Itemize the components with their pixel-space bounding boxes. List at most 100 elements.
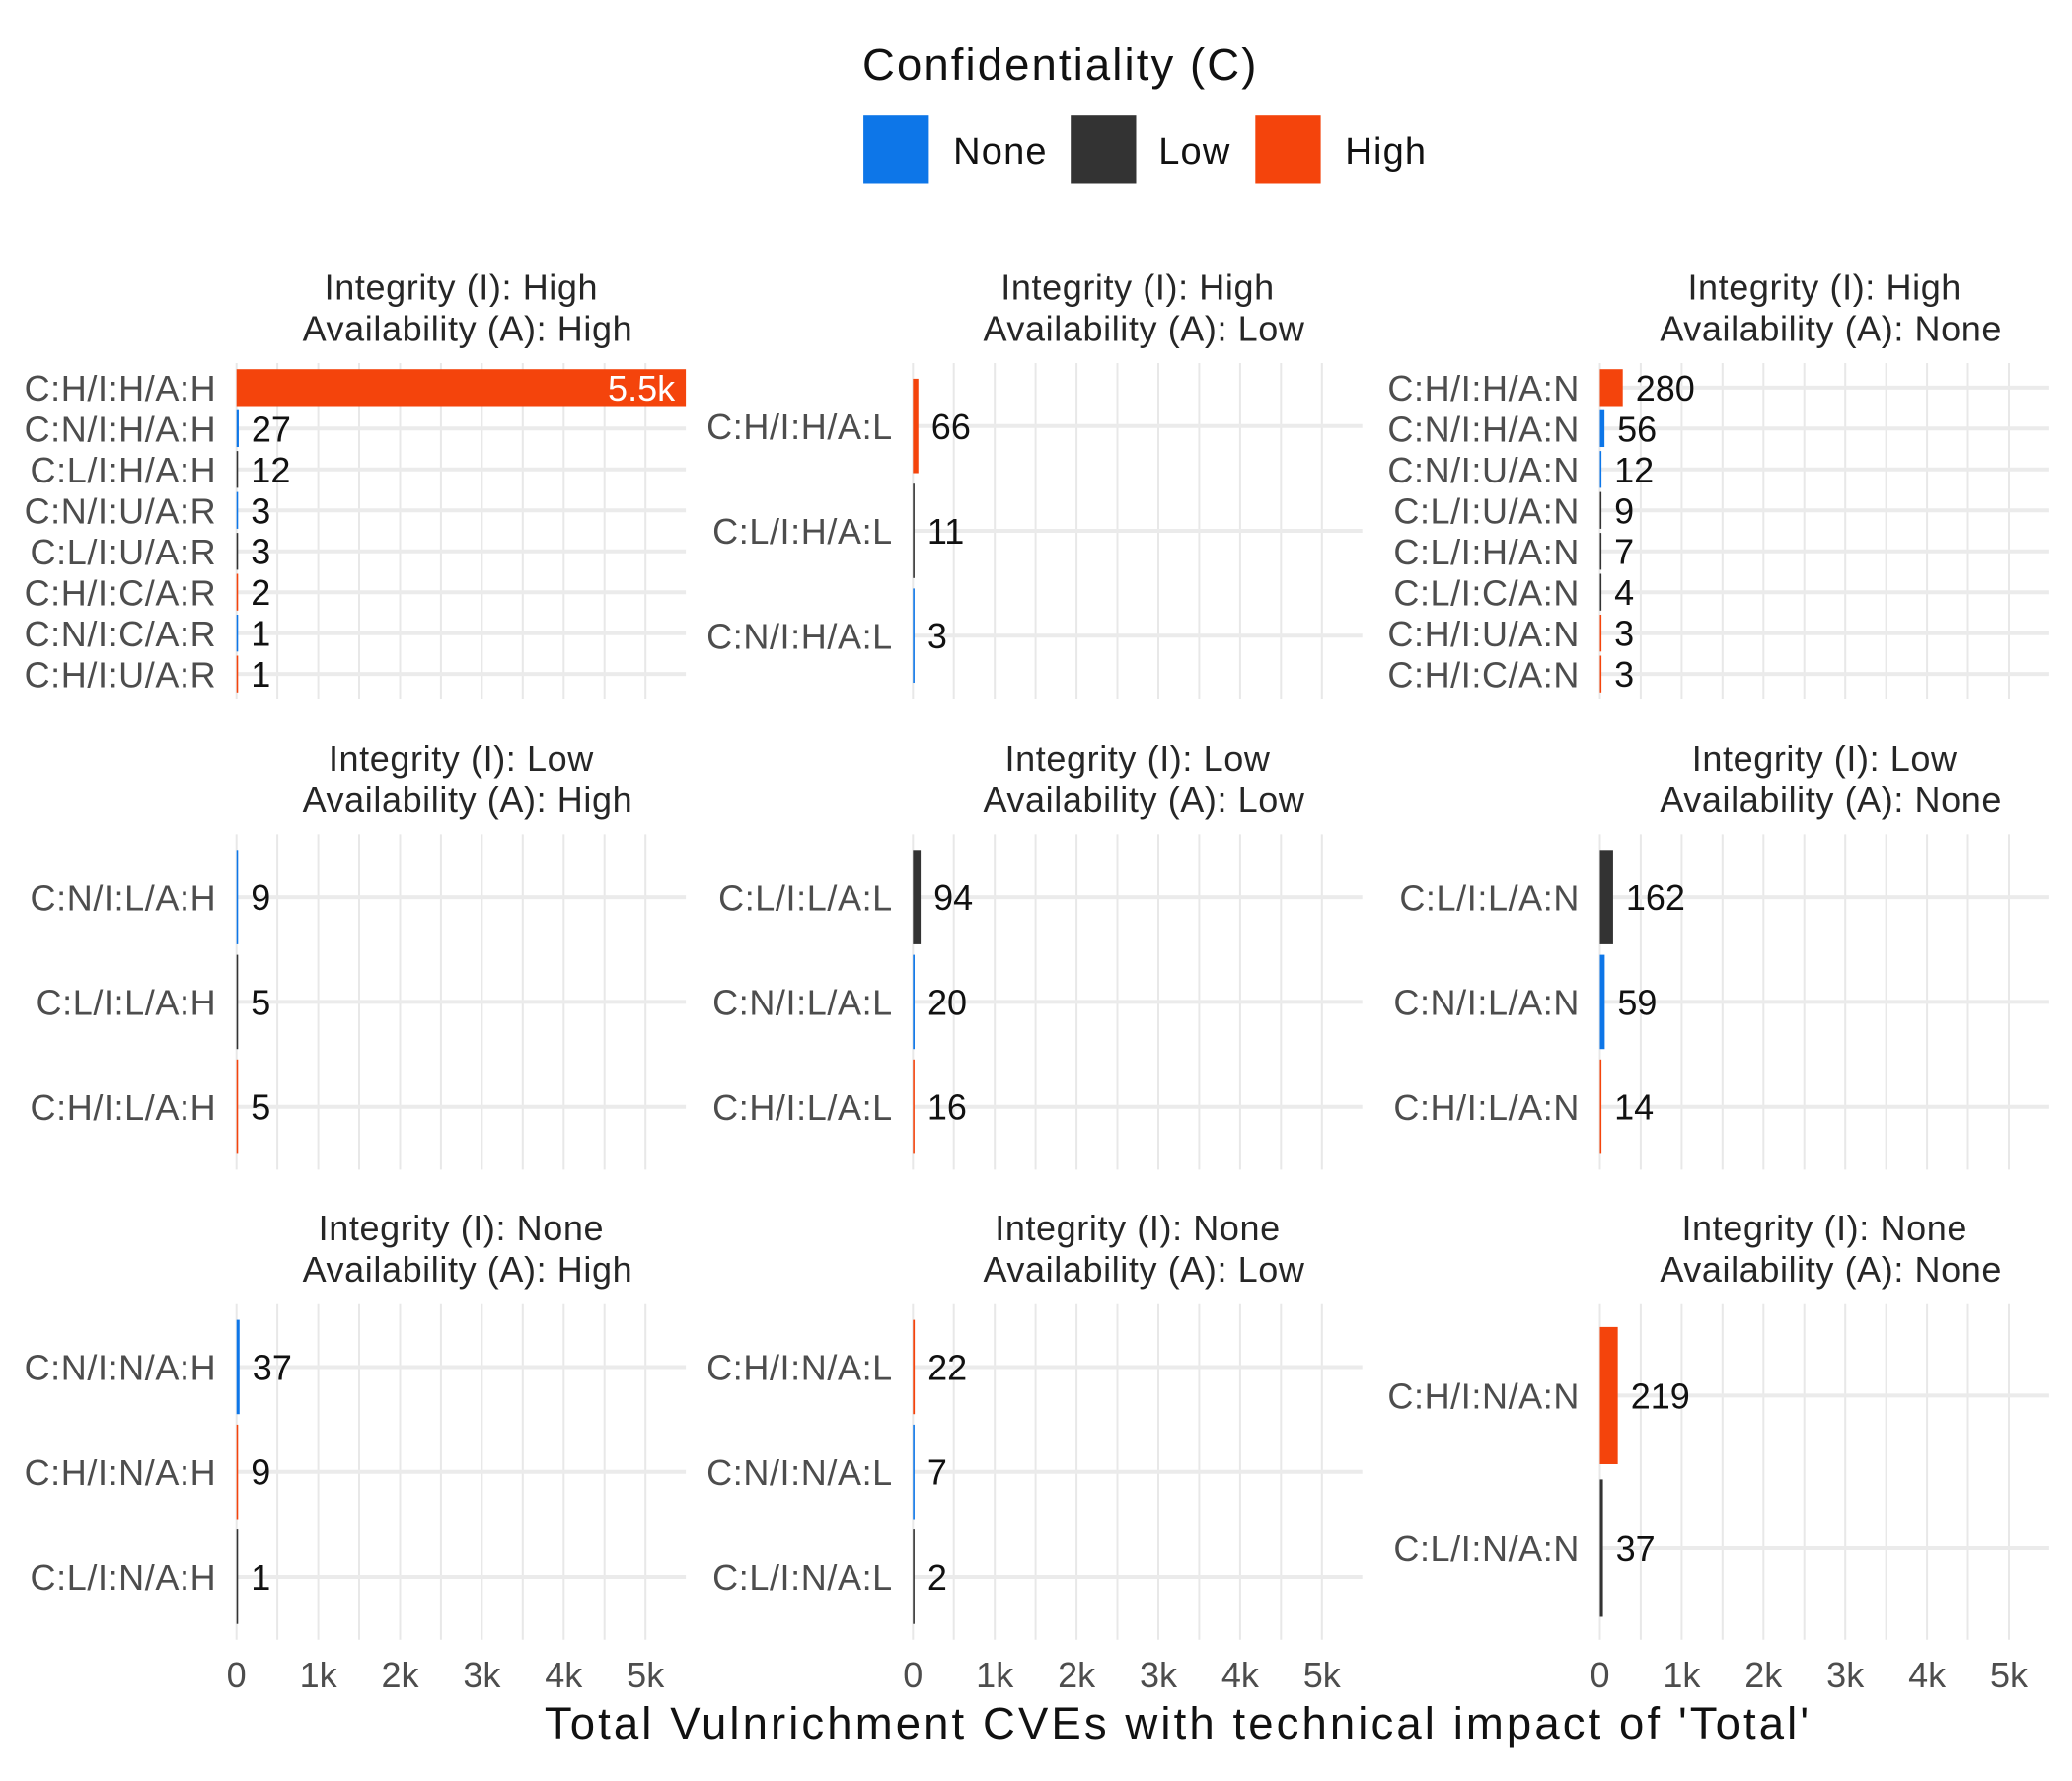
- svg-text:C:N/I:H/A:L: C:N/I:H/A:L: [706, 617, 893, 657]
- svg-text:11: 11: [927, 511, 964, 552]
- svg-text:14: 14: [1614, 1087, 1654, 1128]
- svg-text:C:H/I:L/A:L: C:H/I:L/A:L: [712, 1087, 893, 1128]
- svg-text:C:H/I:H/A:N: C:H/I:H/A:N: [1387, 368, 1580, 408]
- svg-text:3k: 3k: [463, 1655, 501, 1695]
- svg-text:37: 37: [253, 1348, 292, 1388]
- svg-text:2: 2: [251, 572, 270, 613]
- svg-text:C:H/I:C/A:R: C:H/I:C/A:R: [25, 572, 217, 613]
- svg-text:0: 0: [1590, 1655, 1609, 1695]
- svg-text:Integrity (I): Low: Integrity (I): Low: [1005, 738, 1271, 779]
- svg-text:C:N/I:N/A:L: C:N/I:N/A:L: [706, 1452, 893, 1493]
- svg-text:4k: 4k: [1908, 1655, 1947, 1695]
- svg-text:2k: 2k: [1058, 1655, 1096, 1695]
- svg-text:C:L/I:N/A:L: C:L/I:N/A:L: [712, 1557, 893, 1597]
- svg-text:3: 3: [251, 532, 270, 572]
- svg-text:High: High: [1345, 131, 1427, 173]
- svg-text:Total Vulnrichment CVEs with t: Total Vulnrichment CVEs with technical i…: [545, 1698, 1812, 1748]
- svg-text:5.5k: 5.5k: [608, 368, 676, 408]
- svg-text:162: 162: [1626, 877, 1685, 918]
- svg-text:Low: Low: [1158, 131, 1230, 173]
- svg-text:66: 66: [931, 407, 971, 447]
- svg-text:27: 27: [252, 408, 291, 449]
- svg-text:12: 12: [1614, 450, 1654, 490]
- svg-text:C:N/I:L/A:L: C:N/I:L/A:L: [712, 983, 893, 1023]
- svg-text:1k: 1k: [976, 1655, 1014, 1695]
- svg-text:C:N/I:C/A:R: C:N/I:C/A:R: [25, 614, 217, 654]
- svg-text:Availability (A): None: Availability (A): None: [1660, 779, 2002, 820]
- svg-text:4k: 4k: [1221, 1655, 1260, 1695]
- svg-text:C:H/I:N/A:H: C:H/I:N/A:H: [25, 1452, 217, 1493]
- svg-text:9: 9: [251, 1452, 270, 1493]
- svg-text:280: 280: [1636, 368, 1695, 408]
- svg-text:Availability (A): Low: Availability (A): Low: [983, 309, 1304, 349]
- svg-text:1k: 1k: [1663, 1655, 1701, 1695]
- svg-text:1: 1: [251, 614, 270, 654]
- svg-text:Availability (A): Low: Availability (A): Low: [983, 779, 1304, 820]
- svg-text:C:N/I:N/A:H: C:N/I:N/A:H: [25, 1348, 217, 1388]
- svg-text:C:H/I:U/A:N: C:H/I:U/A:N: [1387, 614, 1580, 654]
- svg-text:C:L/I:N/A:H: C:L/I:N/A:H: [31, 1557, 217, 1597]
- svg-text:7: 7: [1614, 532, 1634, 572]
- svg-text:C:N/I:L/A:H: C:N/I:L/A:H: [31, 877, 217, 918]
- svg-text:94: 94: [933, 877, 973, 918]
- svg-text:4: 4: [1614, 572, 1634, 613]
- svg-text:3: 3: [1614, 614, 1634, 654]
- svg-text:9: 9: [1614, 490, 1634, 531]
- svg-text:C:N/I:U/A:R: C:N/I:U/A:R: [25, 491, 217, 532]
- svg-text:3k: 3k: [1826, 1655, 1865, 1695]
- svg-text:1: 1: [251, 1557, 270, 1597]
- svg-text:C:N/I:U/A:N: C:N/I:U/A:N: [1387, 450, 1580, 490]
- svg-text:2k: 2k: [1744, 1655, 1783, 1695]
- svg-text:0: 0: [227, 1655, 247, 1695]
- svg-text:Integrity (I): None: Integrity (I): None: [319, 1208, 605, 1248]
- svg-text:C:H/I:H/A:L: C:H/I:H/A:L: [706, 407, 893, 447]
- svg-text:Integrity (I): None: Integrity (I): None: [1681, 1208, 1967, 1248]
- svg-text:56: 56: [1617, 408, 1657, 449]
- svg-text:219: 219: [1631, 1375, 1690, 1416]
- svg-text:37: 37: [1616, 1528, 1656, 1569]
- svg-text:C:L/I:L/A:N: C:L/I:L/A:N: [1399, 877, 1580, 918]
- svg-text:C:L/I:L/A:L: C:L/I:L/A:L: [718, 877, 893, 918]
- svg-text:Integrity (I): High: Integrity (I): High: [1687, 266, 1961, 307]
- svg-text:2k: 2k: [381, 1655, 419, 1695]
- svg-text:Confidentiality (C): Confidentiality (C): [862, 39, 1259, 90]
- svg-text:Integrity (I): None: Integrity (I): None: [995, 1208, 1281, 1248]
- svg-text:C:H/I:H/A:H: C:H/I:H/A:H: [25, 368, 217, 408]
- svg-text:4k: 4k: [545, 1655, 583, 1695]
- svg-text:None: None: [953, 131, 1048, 173]
- svg-text:Availability (A): High: Availability (A): High: [303, 1249, 633, 1290]
- svg-text:59: 59: [1617, 982, 1657, 1022]
- svg-text:5k: 5k: [627, 1655, 665, 1695]
- svg-text:C:L/I:H/A:L: C:L/I:H/A:L: [712, 511, 893, 552]
- svg-text:Integrity (I): Low: Integrity (I): Low: [1692, 738, 1958, 779]
- svg-text:C:H/I:L/A:N: C:H/I:L/A:N: [1393, 1087, 1580, 1128]
- svg-text:Availability (A): None: Availability (A): None: [1660, 1249, 2002, 1290]
- svg-text:Availability (A): None: Availability (A): None: [1660, 309, 2002, 349]
- svg-text:Integrity (I): High: Integrity (I): High: [325, 266, 598, 307]
- svg-text:3: 3: [927, 616, 947, 656]
- svg-text:16: 16: [927, 1087, 967, 1128]
- svg-text:5: 5: [251, 982, 270, 1022]
- svg-text:C:N/I:H/A:H: C:N/I:H/A:H: [25, 409, 217, 450]
- svg-text:Availability (A): High: Availability (A): High: [303, 309, 633, 349]
- svg-text:C:L/I:L/A:H: C:L/I:L/A:H: [37, 983, 217, 1023]
- svg-text:20: 20: [927, 982, 967, 1022]
- svg-text:3k: 3k: [1140, 1655, 1178, 1695]
- svg-text:22: 22: [927, 1348, 967, 1388]
- svg-text:C:N/I:H/A:N: C:N/I:H/A:N: [1387, 409, 1580, 450]
- svg-text:C:H/I:L/A:H: C:H/I:L/A:H: [31, 1087, 217, 1128]
- svg-text:0: 0: [903, 1655, 923, 1695]
- svg-text:C:H/I:N/A:L: C:H/I:N/A:L: [706, 1348, 893, 1388]
- svg-text:5k: 5k: [1990, 1655, 2029, 1695]
- svg-text:3: 3: [1614, 654, 1634, 695]
- svg-text:C:H/I:C/A:N: C:H/I:C/A:N: [1387, 654, 1580, 695]
- svg-text:1k: 1k: [300, 1655, 338, 1695]
- svg-text:Availability (A): Low: Availability (A): Low: [983, 1249, 1304, 1290]
- svg-text:5k: 5k: [1303, 1655, 1342, 1695]
- svg-text:2: 2: [927, 1557, 947, 1597]
- svg-text:3: 3: [251, 490, 270, 531]
- svg-text:C:L/I:H/A:H: C:L/I:H/A:H: [31, 450, 217, 490]
- svg-text:C:L/I:U/A:R: C:L/I:U/A:R: [31, 532, 217, 572]
- svg-text:Integrity (I): Low: Integrity (I): Low: [329, 738, 594, 779]
- svg-text:1: 1: [251, 654, 270, 695]
